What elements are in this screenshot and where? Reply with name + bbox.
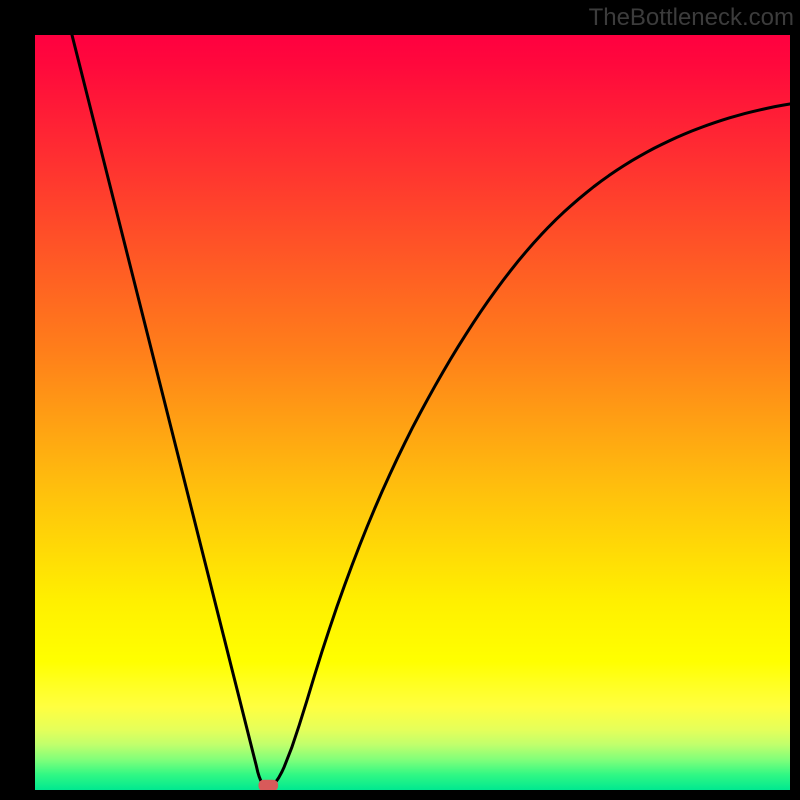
figure-container: TheBottleneck.com	[0, 0, 800, 800]
optimum-marker	[258, 780, 278, 790]
v-curve-line	[72, 35, 790, 786]
watermark-text: TheBottleneck.com	[589, 4, 794, 32]
plot-svg	[35, 35, 790, 790]
plot-area	[35, 35, 790, 790]
